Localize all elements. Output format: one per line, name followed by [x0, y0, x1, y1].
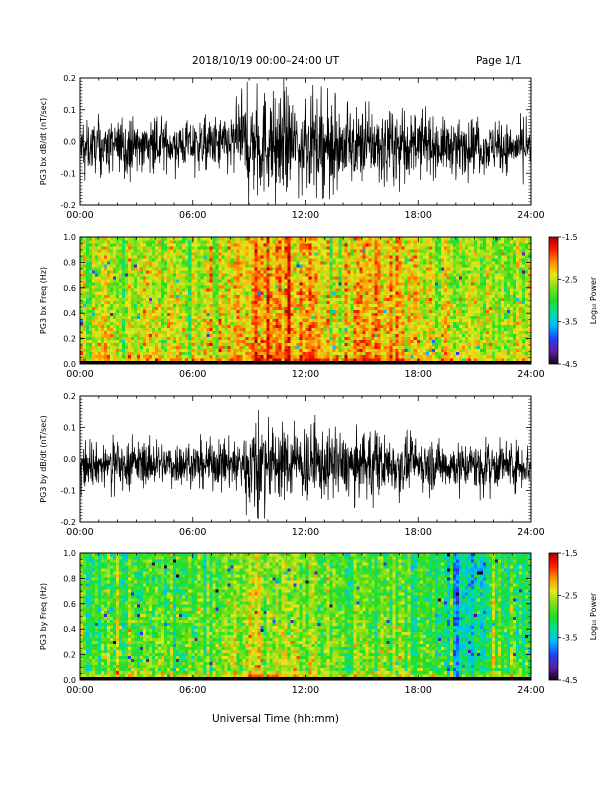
y-tick-label: 0.6	[63, 600, 76, 609]
colorbar-tick-label: -1.5	[562, 233, 578, 242]
x-tick-label: 06:00	[179, 685, 206, 696]
y-tick-label: -0.2	[60, 201, 76, 210]
x-tick-label: 00:00	[66, 369, 93, 380]
y-tick-label: 0.1	[63, 106, 76, 115]
y-tick-label: 0.0	[63, 676, 76, 685]
x-tick-label: 00:00	[66, 210, 93, 221]
colorbar-tick-label: -4.5	[562, 676, 578, 685]
colorbar: -1.5 -2.5 -3.5 -4.5 Log₁₀ Power	[548, 233, 598, 369]
x-tick-label: 18:00	[405, 369, 432, 380]
y-tick-label: 0.0	[63, 455, 76, 464]
y-tick-label: -0.1	[60, 487, 76, 496]
y-tick-label: 0.2	[63, 335, 76, 344]
x-tick-label: 00:00	[66, 527, 93, 538]
page-indicator: Page 1/1	[476, 55, 522, 67]
y-axis-label: PG3 by dB/dt (nT/sec)	[39, 415, 48, 502]
x-tick-label: 18:00	[405, 527, 432, 538]
y-tick-label: 1.0	[63, 233, 76, 242]
y-tick-label: 0.4	[63, 309, 76, 318]
tick-marks	[79, 552, 532, 681]
y-tick-label: -0.2	[60, 518, 76, 527]
x-tick-label: 12:00	[292, 527, 319, 538]
tick-marks	[79, 395, 532, 523]
y-tick-label: 0.4	[63, 625, 76, 634]
colorbar: -1.5 -2.5 -3.5 -4.5 Log₁₀ Power	[548, 549, 598, 685]
x-tick-label: 24:00	[517, 685, 544, 696]
x-tick-label: 24:00	[517, 527, 544, 538]
x-axis-label: Universal Time (hh:mm)	[212, 713, 339, 725]
spectrogram-image	[80, 553, 532, 681]
dbdt-trace	[79, 410, 532, 520]
tick-marks	[79, 77, 532, 206]
x-tick-label: 12:00	[292, 210, 319, 221]
x-tick-label: 24:00	[517, 210, 544, 221]
x-tick-label: 06:00	[179, 369, 206, 380]
spectrogram-image	[80, 237, 532, 365]
colorbar-tick-label: -4.5	[562, 360, 578, 369]
y-tick-label: -0.1	[60, 169, 76, 178]
x-tick-label: 18:00	[405, 210, 432, 221]
colorbar-tick-label: -2.5	[562, 275, 578, 284]
x-tick-label: 00:00	[66, 685, 93, 696]
x-tick-label: 06:00	[179, 210, 206, 221]
panel-bx-spectrogram: 00:00 06:00 12:00 18:00 24:00 0.0 0.2 0.4 0.6 0.8…	[39, 233, 598, 380]
y-axis-label: PG3 bx Freq (Hz)	[39, 267, 48, 334]
x-tick-label: 12:00	[292, 685, 319, 696]
x-tick-label: 12:00	[292, 369, 319, 380]
colorbar-tick-label: -3.5	[562, 318, 578, 327]
panel-by-spectrogram: 00:00 06:00 12:00 18:00 24:00 0.0 0.2 0.4 0.6 0.8…	[39, 549, 598, 696]
tick-marks	[79, 236, 532, 365]
y-tick-label: 0.6	[63, 284, 76, 293]
y-tick-label: 0.0	[63, 138, 76, 147]
y-tick-label: 0.8	[63, 574, 76, 583]
y-axis-label: PG3 bx dB/dt (nT/sec)	[39, 98, 48, 185]
colorbar-label: Log₁₀ Power	[589, 592, 598, 640]
y-tick-label: 0.1	[63, 424, 76, 433]
colorbar-tick-label: -3.5	[562, 634, 578, 643]
y-tick-label: 0.2	[63, 74, 76, 83]
x-tick-label: 06:00	[179, 527, 206, 538]
y-tick-label: 1.0	[63, 549, 76, 558]
y-tick-label: 0.8	[63, 258, 76, 267]
colorbar-label: Log₁₀ Power	[589, 276, 598, 324]
colorbar-tick-label: -1.5	[562, 549, 578, 558]
y-tick-label: 0.2	[63, 392, 76, 401]
colorbar-tick-label: -2.5	[562, 591, 578, 600]
panel-by-time-series: 00:00 06:00 12:00 18:00 24:00 -0.2 -0.1 0.0 0.1 0…	[39, 392, 545, 538]
x-tick-label: 24:00	[517, 369, 544, 380]
y-tick-label: 0.0	[63, 360, 76, 369]
figure-title: 2018/10/19 00:00–24:00 UT	[192, 55, 340, 67]
x-tick-label: 18:00	[405, 685, 432, 696]
y-axis-label: PG3 by Freq (Hz)	[39, 583, 48, 650]
panel-bx-time-series: 00:00 06:00 12:00 18:00 24:00 -0.2 -0.1 0.0 0.1 0…	[39, 74, 545, 221]
y-tick-label: 0.2	[63, 651, 76, 660]
dbdt-trace	[79, 78, 532, 206]
